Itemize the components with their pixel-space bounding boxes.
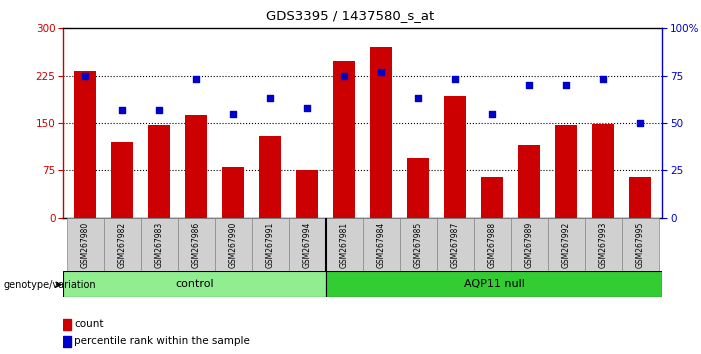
Point: [486, 111, 498, 116]
Bar: [63, 336, 71, 347]
Bar: [185, 115, 207, 218]
Point: [191, 76, 202, 82]
Bar: [326, 218, 363, 271]
Bar: [141, 218, 178, 271]
Bar: [289, 218, 326, 271]
Bar: [592, 124, 614, 218]
Bar: [629, 177, 651, 218]
Text: percentile rank within the sample: percentile rank within the sample: [74, 336, 250, 346]
Text: GSM267992: GSM267992: [562, 222, 571, 268]
Text: GSM267987: GSM267987: [451, 222, 460, 268]
Point: [301, 105, 313, 111]
Bar: [437, 218, 474, 271]
Text: genotype/variation: genotype/variation: [4, 280, 96, 290]
Bar: [111, 142, 133, 218]
Point: [561, 82, 572, 88]
Bar: [222, 167, 245, 218]
Bar: [585, 218, 622, 271]
Bar: [259, 136, 281, 218]
Text: GSM267981: GSM267981: [340, 222, 349, 268]
Bar: [148, 125, 170, 218]
Text: GSM267989: GSM267989: [525, 222, 533, 268]
Bar: [63, 271, 326, 297]
Bar: [178, 218, 215, 271]
Bar: [74, 71, 96, 218]
Text: GSM267990: GSM267990: [229, 221, 238, 268]
Bar: [67, 218, 104, 271]
Point: [339, 73, 350, 79]
Bar: [333, 61, 355, 218]
Bar: [444, 96, 466, 218]
Text: GSM267985: GSM267985: [414, 222, 423, 268]
Point: [598, 76, 609, 82]
Point: [265, 96, 276, 101]
Text: GSM267983: GSM267983: [155, 222, 164, 268]
Bar: [622, 218, 659, 271]
Text: GDS3395 / 1437580_s_at: GDS3395 / 1437580_s_at: [266, 9, 435, 22]
Bar: [547, 218, 585, 271]
Text: GSM267988: GSM267988: [488, 222, 497, 268]
Text: GSM267994: GSM267994: [303, 221, 312, 268]
Point: [449, 76, 461, 82]
Bar: [370, 47, 393, 218]
Bar: [474, 218, 511, 271]
Text: GSM267980: GSM267980: [81, 222, 90, 268]
Text: GSM267986: GSM267986: [192, 222, 200, 268]
Bar: [252, 218, 289, 271]
Point: [80, 73, 91, 79]
Bar: [407, 158, 429, 218]
Point: [524, 82, 535, 88]
Bar: [511, 218, 547, 271]
Text: GSM267993: GSM267993: [599, 221, 608, 268]
Point: [154, 107, 165, 113]
Point: [116, 107, 128, 113]
Point: [228, 111, 239, 116]
Bar: [326, 271, 662, 297]
Point: [413, 96, 424, 101]
Point: [634, 120, 646, 126]
Point: [376, 69, 387, 75]
Bar: [400, 218, 437, 271]
Bar: [63, 319, 71, 330]
Text: count: count: [74, 319, 104, 329]
Bar: [555, 125, 578, 218]
Bar: [215, 218, 252, 271]
Text: GSM267984: GSM267984: [376, 222, 386, 268]
Text: GSM267982: GSM267982: [118, 222, 127, 268]
Text: GSM267991: GSM267991: [266, 222, 275, 268]
Bar: [104, 218, 141, 271]
Text: GSM267995: GSM267995: [636, 221, 645, 268]
Text: AQP11 null: AQP11 null: [463, 279, 524, 289]
Bar: [363, 218, 400, 271]
Bar: [481, 177, 503, 218]
Bar: [297, 170, 318, 218]
Text: control: control: [175, 279, 214, 289]
Bar: [518, 145, 540, 218]
